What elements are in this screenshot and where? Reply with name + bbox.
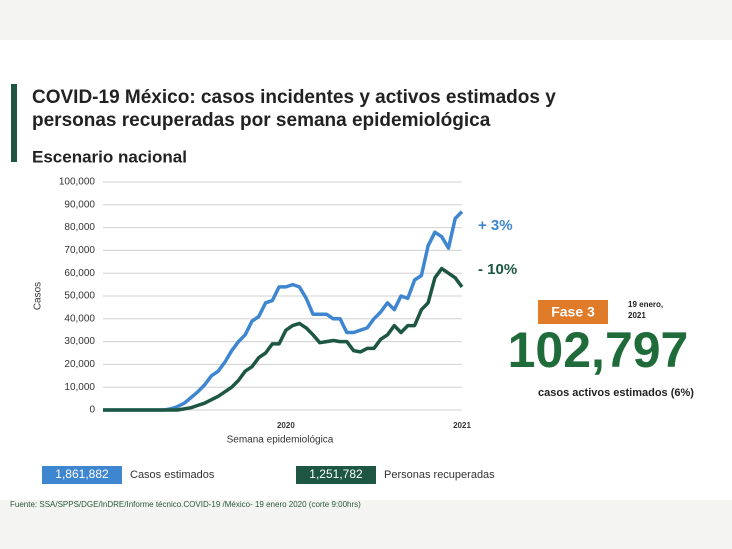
y-tick-label: 0 [89, 405, 95, 416]
legend-label: Casos estimados [130, 469, 215, 481]
x-axis-label: Semana epidemiológica [227, 435, 334, 446]
x-tick-label: 2021 [453, 421, 471, 430]
x-tick-label: 2020 [277, 421, 295, 430]
chart-subtitle: Escenario nacional [32, 147, 187, 166]
y-tick-label: 60,000 [64, 268, 95, 279]
active-cases: 102,797 [508, 322, 689, 378]
accent-bar [11, 84, 17, 162]
y-tick-label: 50,000 [64, 291, 95, 302]
series-line [103, 266, 464, 412]
date: 19 enero, [628, 300, 663, 309]
source-note: Fuente: SSA/SPPS/DGE/InDRE/Informe técni… [10, 500, 361, 509]
y-tick-label: 100,000 [59, 177, 96, 188]
phase-badge [538, 300, 608, 324]
annotation: + 3% [478, 217, 513, 234]
date: 2021 [628, 311, 646, 320]
annotation: - 10% [478, 261, 517, 278]
y-tick-label: 40,000 [64, 313, 95, 324]
y-tick-label: 90,000 [64, 199, 95, 210]
y-tick-label: 20,000 [64, 359, 95, 370]
y-tick-label: 10,000 [64, 382, 95, 393]
y-tick-label: 70,000 [64, 245, 95, 256]
legend-label: Personas recuperadas [384, 469, 495, 481]
active-cases-caption: casos activos estimados (6%) [538, 387, 694, 399]
y-tick-label: 30,000 [64, 336, 95, 347]
y-tick-label: 80,000 [64, 222, 95, 233]
chart-title: COVID-19 México: casos incidentes y acti… [32, 87, 556, 108]
legend-swatch [42, 466, 122, 484]
legend-total: 1,251,782 [309, 467, 363, 481]
legend-swatch [296, 466, 376, 484]
chart-title: personas recuperadas por semana epidemio… [32, 110, 491, 131]
legend-total: 1,861,882 [55, 467, 109, 481]
y-axis-label: Casos [33, 282, 44, 310]
slide-background [0, 40, 732, 500]
phase-label: Fase 3 [551, 304, 595, 320]
